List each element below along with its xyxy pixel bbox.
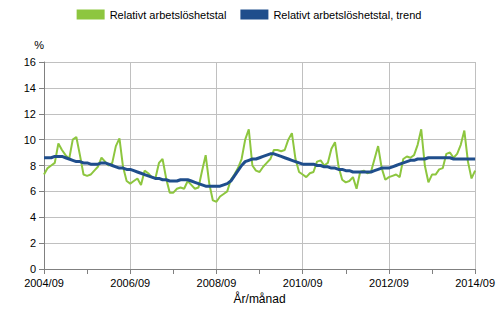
svg-text:14: 14	[24, 82, 36, 94]
svg-text:12: 12	[24, 108, 36, 120]
svg-text:10: 10	[24, 134, 36, 146]
svg-text:Relativt arbetslöshetstal, tre: Relativt arbetslöshetstal, trend	[273, 9, 421, 21]
svg-text:8: 8	[30, 160, 36, 172]
svg-text:Relativt arbetslöshetstal: Relativt arbetslöshetstal	[110, 9, 227, 21]
svg-text:2012/09: 2012/09	[369, 277, 409, 289]
svg-text:%: %	[34, 39, 44, 51]
svg-text:2004/09: 2004/09	[24, 277, 64, 289]
svg-text:2014/09: 2014/09	[455, 277, 495, 289]
svg-text:År/månad: År/månad	[234, 291, 286, 306]
svg-text:6: 6	[30, 185, 36, 197]
svg-text:4: 4	[30, 211, 36, 223]
svg-text:2010/09: 2010/09	[283, 277, 323, 289]
svg-text:0: 0	[30, 263, 36, 275]
svg-text:2008/09: 2008/09	[197, 277, 237, 289]
svg-text:2006/09: 2006/09	[110, 277, 150, 289]
svg-text:16: 16	[24, 56, 36, 68]
svg-text:2: 2	[30, 237, 36, 249]
